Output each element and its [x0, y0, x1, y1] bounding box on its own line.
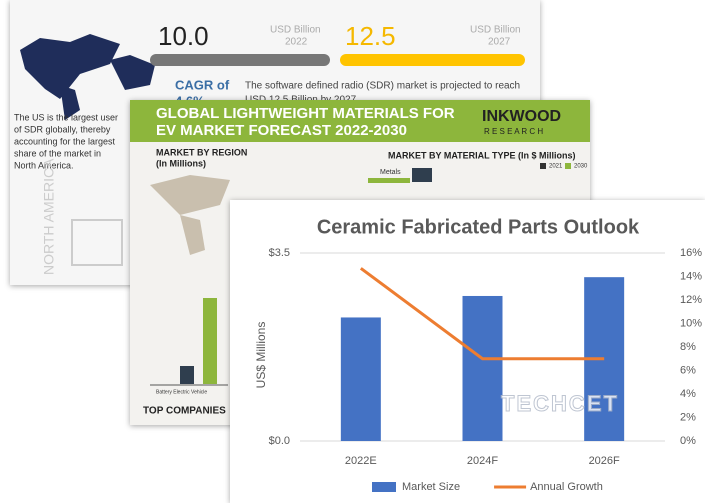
bar-shape [340, 54, 525, 66]
chart-title: Ceramic Fabricated Parts Outlook [317, 216, 640, 238]
legend-swatch [540, 163, 546, 169]
bar-shape [203, 298, 217, 384]
companies: TOP COMPANIES [143, 406, 226, 417]
legend-label: 2021 [549, 164, 563, 170]
ev-title: GLOBAL LIGHTWEIGHT MATERIALS FOR [156, 105, 455, 122]
x-tick-label: 2026F [589, 455, 620, 467]
bar-shape [150, 54, 330, 66]
world-map [20, 34, 155, 120]
ev-map [150, 175, 230, 255]
section-heading: MARKET BY MATERIAL TYPE (In $ Millions) [388, 150, 576, 160]
y2-tick-label: 10% [680, 317, 702, 329]
y2-tick-label: 12% [680, 294, 702, 306]
us-text: of SDR globally, thereby [14, 124, 111, 134]
y2-tick-label: 4% [680, 388, 696, 400]
bar-shape [412, 168, 432, 182]
y2-tick-label: 16% [680, 247, 702, 259]
kpi: 10.0 [158, 21, 209, 51]
bar-shape [180, 366, 194, 384]
y-axis-label: US$ Millions [254, 322, 268, 389]
legend-swatch [565, 163, 571, 169]
kpi-unit: USD Billion [270, 25, 321, 36]
y2-tick-label: 0% [680, 435, 696, 447]
us-text: accounting for the largest [14, 136, 116, 146]
ev-title: EV MARKET FORECAST 2022-2030 [156, 122, 407, 139]
y2-tick-label: 8% [680, 341, 696, 353]
summary: The software defined radio (SDR) market … [245, 81, 520, 92]
y2-tick-label: 6% [680, 364, 696, 376]
bar-shape [368, 178, 410, 183]
y-tick-label: $3.5 [269, 247, 290, 259]
us-text: North America. [14, 160, 74, 170]
legend-label: 2030 [574, 164, 588, 170]
y-tick-label: $0.0 [269, 435, 290, 447]
kpi-year: 2027 [488, 37, 511, 48]
us-text: The US is the largest user [14, 112, 118, 122]
region-label: NORTH AMERICA [41, 158, 57, 275]
line [359, 267, 605, 361]
cagr: CAGR of [175, 77, 230, 92]
us-text: share of the market in [14, 148, 101, 158]
plot: $0.0 $3.5 0% 2% 4% 6% 8% 10% 12% 14% 16% 2022E 2024F… [269, 247, 703, 493]
y2-tick-label: 2% [680, 411, 696, 423]
section-heading: MARKET BY REGION [156, 147, 247, 157]
x-tick-label: 2024F [467, 455, 498, 467]
y2-tick-label: 14% [680, 270, 702, 282]
bar [340, 317, 381, 441]
vehicle-label: Battery Electric Vehicle [156, 389, 207, 395]
bar [462, 295, 503, 441]
legend-swatch [372, 482, 396, 492]
section-heading: (In Millions) [156, 158, 206, 168]
legend-label: Market Size [402, 481, 460, 493]
header-band [130, 100, 590, 142]
kpi-unit: USD Billion [470, 25, 521, 36]
material-label: Metals [380, 169, 401, 176]
watermark: TECHCET [501, 391, 619, 416]
brand-sub: R E S E A R C H [484, 127, 543, 136]
x-tick-label: 2022E [345, 455, 377, 467]
kpi-year: 2022 [285, 37, 308, 48]
brand: INKWOOD [482, 108, 561, 125]
kpi: 12.5 [345, 21, 396, 51]
legend-label: Annual Growth [530, 481, 603, 493]
icon [71, 219, 123, 266]
